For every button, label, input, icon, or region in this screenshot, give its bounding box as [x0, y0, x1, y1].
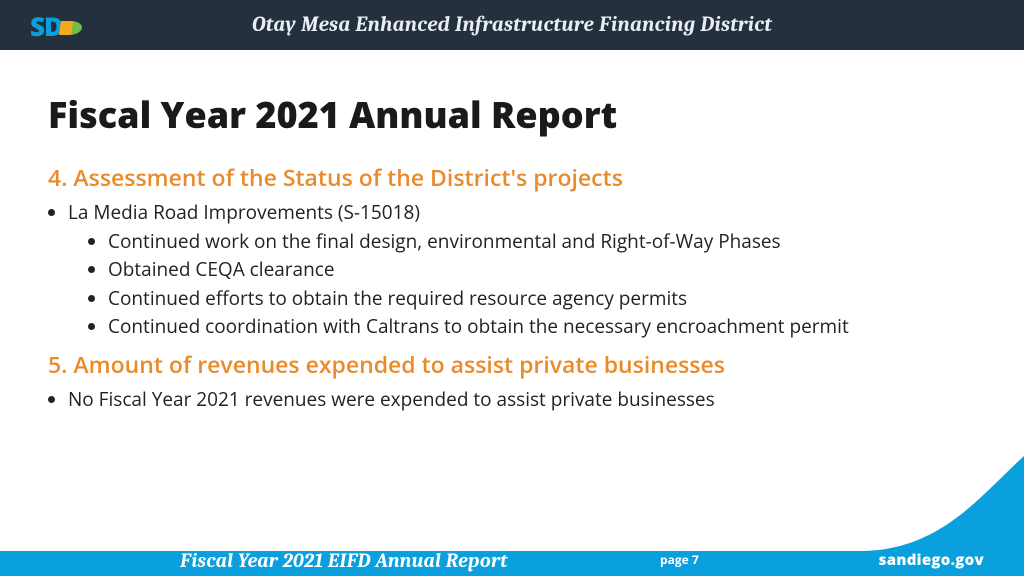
- slide: S D Otay Mesa Enhanced Infrastructure Fi…: [0, 0, 1024, 576]
- content-area: Fiscal Year 2021 Annual Report 4. Assess…: [48, 90, 976, 421]
- list-item-text: La Media Road Improvements (S-15018): [68, 199, 420, 225]
- header-bar: S D Otay Mesa Enhanced Infrastructure Fi…: [0, 0, 1024, 50]
- logo-letter-s: S: [30, 8, 44, 44]
- section-5: 5. Amount of revenues expended to assist…: [48, 348, 976, 413]
- list-item: Continued work on the final design, envi…: [108, 228, 976, 255]
- sd-logo: S D: [30, 8, 82, 44]
- section-heading: 5. Amount of revenues expended to assist…: [48, 348, 976, 380]
- sub-bullet-list: Continued work on the final design, envi…: [68, 228, 976, 340]
- footer-left-text: Fiscal Year 2021 EIFD Annual Report: [180, 549, 507, 572]
- logo-swoosh-icon: [60, 17, 82, 39]
- section-4: 4. Assessment of the Status of the Distr…: [48, 161, 976, 340]
- bullet-list: No Fiscal Year 2021 revenues were expend…: [48, 386, 976, 413]
- list-item: La Media Road Improvements (S-15018) Con…: [68, 199, 976, 340]
- page-title: Fiscal Year 2021 Annual Report: [48, 90, 976, 139]
- header-title: Otay Mesa Enhanced Infrastructure Financ…: [0, 13, 1024, 37]
- section-heading: 4. Assessment of the Status of the Distr…: [48, 161, 976, 193]
- footer-bar: Fiscal Year 2021 EIFD Annual Report page…: [0, 544, 1024, 576]
- footer-site-url: sandiego.gov: [879, 550, 984, 570]
- list-item: Obtained CEQA clearance: [108, 256, 976, 283]
- list-item: Continued efforts to obtain the required…: [108, 285, 976, 312]
- footer-page-number: page 7: [660, 551, 699, 568]
- list-item: No Fiscal Year 2021 revenues were expend…: [68, 386, 976, 413]
- bullet-list: La Media Road Improvements (S-15018) Con…: [48, 199, 976, 340]
- list-item: Continued coordination with Caltrans to …: [108, 313, 976, 340]
